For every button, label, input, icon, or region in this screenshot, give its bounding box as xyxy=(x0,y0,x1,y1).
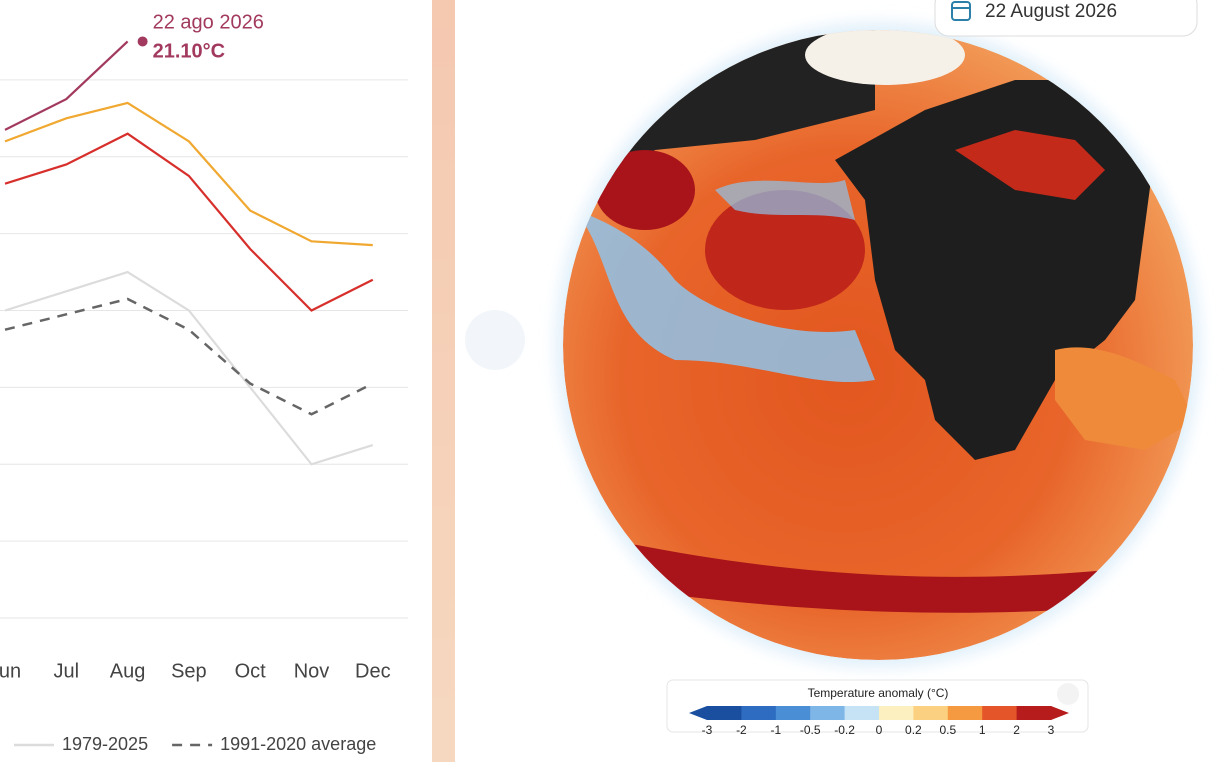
colorbar-segment xyxy=(1016,706,1052,720)
colorbar-title: Temperature anomaly (°C) xyxy=(808,686,949,700)
colorbar-tick-label: -3 xyxy=(702,723,713,737)
legend-label: 1979-2025 xyxy=(62,734,148,754)
colorbar-segment xyxy=(982,706,1018,720)
x-tick-label: Oct xyxy=(235,660,267,682)
series-line xyxy=(4,132,374,312)
collapse-button[interactable] xyxy=(1057,683,1079,705)
annotation-value: 21.10°C xyxy=(153,41,226,63)
colorbar-segment xyxy=(913,706,949,720)
series-line xyxy=(4,101,373,247)
x-tick-label: Nov xyxy=(294,660,330,682)
x-tick-label: Jul xyxy=(54,660,80,682)
series-line xyxy=(4,40,129,131)
series-line xyxy=(4,297,374,416)
globe-panel: 22 August 2026 Temperature anomaly (°C) … xyxy=(465,0,1200,737)
date-label: 22 August 2026 xyxy=(985,1,1117,22)
colorbar-segment xyxy=(810,706,846,720)
colorbar-segment xyxy=(844,706,880,720)
colorbar-arrow xyxy=(1051,706,1069,720)
nav-hint xyxy=(465,310,525,370)
colorbar-tick-label: 0.2 xyxy=(905,723,922,737)
colorbar-segment xyxy=(707,706,742,720)
colorbar-tick-label: -0.5 xyxy=(800,723,821,737)
legend-label: 1991-2020 average xyxy=(220,734,376,754)
colorbar-tick-label: 2 xyxy=(1013,723,1020,737)
colorbar-tick-label: -2 xyxy=(736,723,747,737)
colorbar-segment xyxy=(741,706,777,720)
colorbar-tick-label: 1 xyxy=(979,723,986,737)
colorbar-arrow xyxy=(689,706,707,720)
colorbar-tick-label: -0.2 xyxy=(834,723,855,737)
colorbar-tick-label: 0 xyxy=(876,723,883,737)
line-chart: 19.619.82020.220.420.620.821JunJulAugSep… xyxy=(0,12,408,754)
colorbar-segment xyxy=(879,706,914,720)
colorbar-tick-label: 0.5 xyxy=(939,723,956,737)
divider xyxy=(432,0,455,762)
colorbar-segment xyxy=(775,706,811,720)
last-point xyxy=(137,36,148,47)
date-button[interactable]: 22 August 2026 xyxy=(934,0,1198,37)
x-tick-label: Jun xyxy=(0,660,21,682)
colorbar-tick-label: -1 xyxy=(770,723,781,737)
colorbar-segment xyxy=(947,706,983,720)
series-line xyxy=(4,270,374,466)
annotation-date: 22 ago 2026 xyxy=(153,12,264,34)
x-tick-label: Dec xyxy=(355,660,391,682)
colorbar-tick-label: 3 xyxy=(1048,723,1055,737)
x-tick-label: Sep xyxy=(171,660,207,682)
x-tick-label: Aug xyxy=(110,660,146,682)
